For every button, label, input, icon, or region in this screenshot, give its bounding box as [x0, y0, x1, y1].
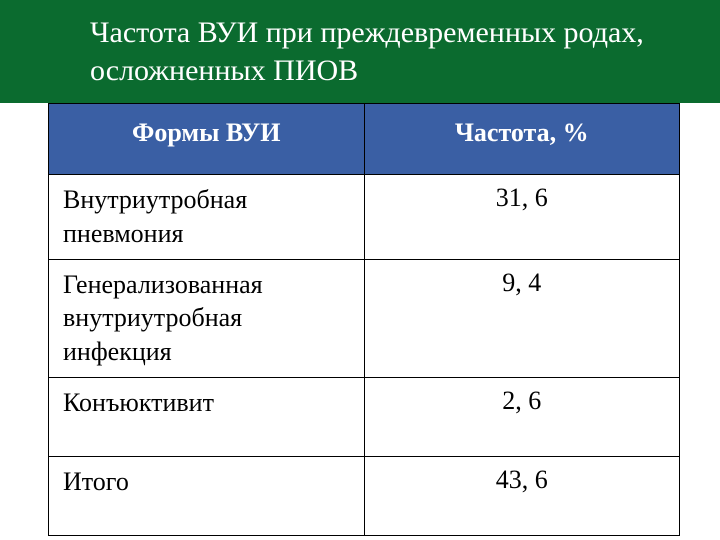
- table-row: Итого 43, 6: [49, 456, 680, 535]
- row-label: Итого: [49, 456, 365, 535]
- row-value: 43, 6: [364, 456, 680, 535]
- row-label: Генерализованная внутриутробная инфекция: [49, 259, 365, 377]
- col-header-forms: Формы ВУИ: [49, 104, 365, 175]
- row-value: 2, 6: [364, 377, 680, 456]
- row-label: Конъюктивит: [49, 377, 365, 456]
- col-header-frequency: Частота, %: [364, 104, 680, 175]
- table-row: Внутриутробная пневмония 31, 6: [49, 175, 680, 260]
- table-body: Внутриутробная пневмония 31, 6 Генерализ…: [49, 175, 680, 536]
- data-table: Формы ВУИ Частота, % Внутриутробная пнев…: [48, 103, 680, 536]
- table-header-row: Формы ВУИ Частота, %: [49, 104, 680, 175]
- table-row: Конъюктивит 2, 6: [49, 377, 680, 456]
- table-row: Генерализованная внутриутробная инфекция…: [49, 259, 680, 377]
- row-label: Внутриутробная пневмония: [49, 175, 365, 260]
- title-band: Частота ВУИ при преждевременных родах, о…: [0, 0, 720, 103]
- table-header: Формы ВУИ Частота, %: [49, 104, 680, 175]
- row-value: 31, 6: [364, 175, 680, 260]
- table-container: Формы ВУИ Частота, % Внутриутробная пнев…: [0, 103, 720, 536]
- row-value: 9, 4: [364, 259, 680, 377]
- page-title: Частота ВУИ при преждевременных родах, о…: [90, 14, 690, 89]
